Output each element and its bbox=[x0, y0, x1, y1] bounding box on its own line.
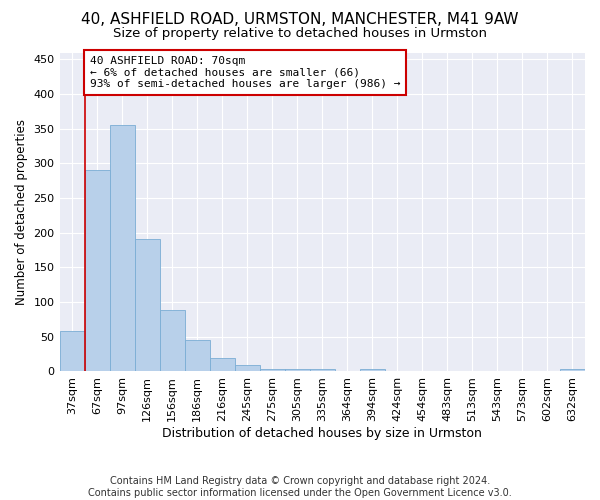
Bar bbox=[110, 126, 134, 372]
Bar bbox=[360, 368, 385, 372]
Bar bbox=[85, 170, 110, 372]
Y-axis label: Number of detached properties: Number of detached properties bbox=[15, 119, 28, 305]
Bar bbox=[185, 340, 209, 372]
Bar bbox=[235, 365, 260, 372]
Bar bbox=[310, 368, 335, 372]
Bar bbox=[134, 239, 160, 372]
Text: 40 ASHFIELD ROAD: 70sqm
← 6% of detached houses are smaller (66)
93% of semi-det: 40 ASHFIELD ROAD: 70sqm ← 6% of detached… bbox=[89, 56, 400, 89]
Bar bbox=[560, 368, 585, 372]
Text: Size of property relative to detached houses in Urmston: Size of property relative to detached ho… bbox=[113, 28, 487, 40]
Bar bbox=[260, 368, 285, 372]
Bar bbox=[160, 310, 185, 372]
Text: Contains HM Land Registry data © Crown copyright and database right 2024.
Contai: Contains HM Land Registry data © Crown c… bbox=[88, 476, 512, 498]
Text: 40, ASHFIELD ROAD, URMSTON, MANCHESTER, M41 9AW: 40, ASHFIELD ROAD, URMSTON, MANCHESTER, … bbox=[81, 12, 519, 28]
Bar bbox=[209, 358, 235, 372]
X-axis label: Distribution of detached houses by size in Urmston: Distribution of detached houses by size … bbox=[163, 427, 482, 440]
Bar bbox=[59, 331, 85, 372]
Bar bbox=[285, 368, 310, 372]
